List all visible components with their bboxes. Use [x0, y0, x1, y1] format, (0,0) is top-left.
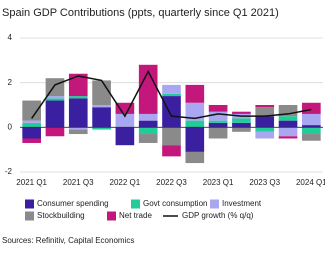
x-tick-label: 2023 Q3	[249, 178, 280, 187]
bar-segment	[302, 127, 321, 135]
x-tick-label: 2022 Q1	[110, 178, 141, 187]
bar-segment	[302, 102, 321, 114]
bar-segment	[185, 151, 205, 164]
bar-segment	[278, 120, 298, 128]
bar-segment	[162, 96, 181, 128]
legend-label: Govt consumption	[143, 199, 207, 208]
y-tick-label: -2	[5, 167, 13, 176]
bar-segment	[45, 127, 65, 137]
bar-segment	[22, 100, 41, 121]
bar-segment	[138, 120, 158, 128]
x-tick-label: 2024 Q1	[296, 178, 325, 187]
bar-segment	[162, 93, 181, 97]
bar-segment	[68, 129, 88, 135]
bar-segment	[138, 64, 158, 114]
bar-segment	[278, 136, 298, 139]
bar-segment	[22, 120, 41, 123]
bar-segment	[208, 111, 228, 121]
legend-label: Stockbuilding	[37, 211, 85, 220]
bar-segment	[185, 120, 205, 128]
x-tick-label: 2023 Q1	[203, 178, 234, 187]
bar-segment	[255, 116, 275, 128]
legend-swatch	[25, 199, 34, 209]
bar-segment	[92, 80, 111, 105]
legend-label: Consumer spending	[37, 199, 109, 208]
bar-segment	[232, 122, 251, 128]
bar-segment	[255, 105, 275, 108]
bar-segment	[138, 113, 158, 121]
gdp-line	[31, 69, 312, 120]
bar-segment	[162, 145, 181, 157]
legend-swatch	[25, 211, 34, 221]
bar-segment	[92, 105, 111, 108]
bar-segment	[68, 127, 88, 130]
legend-swatch	[210, 199, 219, 209]
bar-segment	[255, 107, 275, 117]
bar-segment	[232, 111, 251, 114]
source: Sources: Refinitiv, Capital Economics	[2, 236, 134, 245]
bar-segment	[138, 134, 158, 143]
bar-segment	[232, 127, 251, 132]
bar-segment	[68, 96, 88, 99]
bar-segment	[185, 84, 205, 103]
bar-segment	[115, 113, 135, 128]
legend-swatch	[131, 199, 140, 209]
bar-segment	[22, 122, 41, 128]
bar-segment	[22, 138, 41, 143]
bar-segment	[92, 127, 111, 130]
bar-segment	[302, 125, 321, 128]
x-tick-label: 2021 Q3	[63, 178, 94, 187]
bar-segment	[92, 107, 111, 128]
bar-segment	[278, 105, 298, 117]
bar-segment	[22, 127, 41, 139]
bar-segment	[138, 127, 158, 135]
bar-segment	[302, 113, 321, 126]
bar-segment	[68, 98, 88, 128]
bar-segment	[232, 118, 251, 123]
bar-segment	[68, 73, 88, 97]
bar-segment	[208, 122, 228, 128]
bar-segment	[115, 102, 135, 114]
bar-segment	[278, 116, 298, 121]
legend-label: GDP growth (% q/q)	[182, 211, 254, 220]
bar-segment	[255, 127, 275, 132]
bar-segment	[45, 98, 65, 101]
y-tick-label: 0	[8, 122, 13, 131]
bar-segment	[185, 127, 205, 152]
bar-segment	[162, 127, 181, 146]
bar-segment	[45, 100, 65, 128]
bar-segment	[208, 105, 228, 112]
bar-segment	[185, 102, 205, 121]
chart-title: Spain GDP Contributions (ppts, quarterly…	[2, 7, 279, 19]
bar-segment	[208, 120, 228, 123]
bar-segment	[115, 127, 135, 146]
bar-segment	[45, 96, 65, 99]
y-tick-label: 2	[8, 78, 13, 87]
bar-segment	[302, 134, 321, 141]
x-tick-label: 2022 Q3	[156, 178, 187, 187]
y-tick-label: 4	[8, 33, 13, 42]
legend-label: Net trade	[119, 211, 152, 220]
bar-segment	[255, 131, 275, 139]
legend-label: Investment	[222, 199, 262, 208]
bar-segment	[278, 127, 298, 137]
x-tick-label: 2021 Q1	[16, 178, 47, 187]
legend-swatch	[107, 211, 116, 221]
bar-segment	[208, 127, 228, 139]
bar-segment	[162, 84, 181, 94]
